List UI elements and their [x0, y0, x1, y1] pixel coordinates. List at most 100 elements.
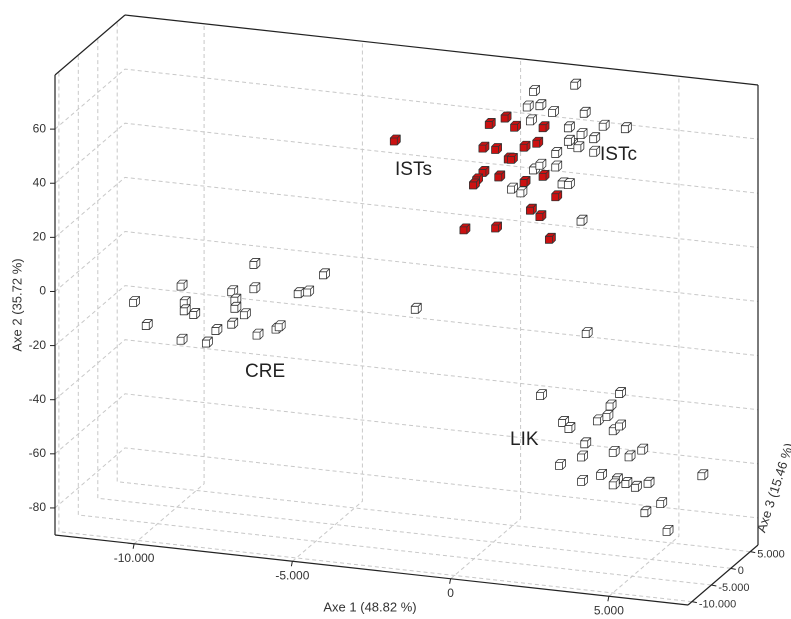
z-tick: [711, 584, 717, 587]
axis-edge: [124, 14, 759, 86]
data-point: [596, 468, 607, 480]
data-point: [551, 147, 563, 158]
data-point: [608, 478, 620, 490]
data-point: [189, 308, 201, 319]
data-point: [494, 170, 506, 182]
z-axis-title: Axe 3 (15.46 %): [753, 441, 791, 534]
y-axis-title: Axe 2 (35.72 %): [9, 258, 24, 351]
grid-line: [54, 68, 759, 140]
x-tick: [132, 543, 135, 549]
y-tick-label: -20: [29, 338, 47, 352]
data-point: [563, 178, 575, 190]
grid-line: [54, 176, 759, 248]
z-tick: [730, 567, 736, 570]
data-point: [551, 190, 563, 202]
data-point: [580, 437, 592, 449]
data-point: [538, 170, 550, 181]
data-point: [500, 111, 512, 123]
data-point: [620, 122, 632, 134]
data-point: [303, 285, 315, 297]
data-point: [640, 506, 652, 518]
y-tick-label: -60: [29, 446, 47, 460]
grid: [54, 21, 759, 603]
data-point: [293, 287, 305, 299]
x-tick: [449, 578, 452, 584]
data-point: [538, 121, 550, 133]
data-point: [510, 120, 521, 132]
data-point: [576, 214, 588, 226]
data-point: [608, 445, 620, 457]
data-point: [491, 143, 502, 154]
data-point: [227, 317, 239, 329]
cluster-label: LIK: [510, 429, 539, 450]
grid-line: [133, 23, 205, 545]
data-point: [605, 399, 617, 411]
data-point: [506, 152, 518, 164]
y-tick-label: -80: [29, 500, 47, 514]
data-point: [176, 279, 188, 291]
z-tick-label: 0: [738, 565, 744, 577]
grid-line: [54, 447, 759, 519]
data-point: [535, 158, 547, 170]
data-point: [573, 141, 585, 153]
points: [129, 78, 709, 536]
data-point: [551, 160, 563, 172]
data-point: [519, 176, 531, 187]
y-tick-label: 60: [33, 121, 47, 135]
data-point: [624, 450, 636, 462]
data-point: [615, 419, 626, 431]
data-point: [577, 474, 588, 486]
grid-line: [77, 55, 712, 586]
data-point: [249, 258, 261, 269]
data-point: [589, 132, 601, 144]
data-point: [516, 186, 528, 198]
grid-line: [54, 393, 759, 465]
x-tick-label: -10.000: [114, 551, 155, 565]
axis-edge: [54, 14, 126, 76]
data-point: [697, 469, 709, 481]
data-point: [141, 319, 153, 330]
data-point: [536, 389, 547, 401]
data-point: [239, 308, 251, 320]
data-point: [227, 285, 239, 297]
data-point: [555, 458, 566, 470]
data-point: [469, 178, 480, 190]
x-tick-label: 5.000: [594, 603, 624, 617]
data-point: [484, 118, 496, 129]
grid-line: [97, 38, 731, 569]
data-point: [548, 106, 559, 117]
data-point: [576, 128, 588, 140]
axis-edge: [54, 534, 689, 606]
data-point: [598, 119, 610, 131]
data-point: [602, 410, 614, 421]
z-tick: [691, 601, 697, 604]
data-point: [637, 443, 649, 455]
box-edges: [50, 14, 759, 606]
grid-line: [54, 230, 759, 302]
x-tick: [607, 596, 610, 602]
y-tick-label: 40: [33, 175, 47, 189]
x-tick-label: -5.000: [275, 568, 309, 582]
grid-line: [54, 339, 759, 411]
data-point: [577, 450, 588, 462]
data-point: [176, 333, 188, 345]
data-point: [529, 85, 540, 96]
z-tick-label: -10.000: [699, 599, 736, 611]
data-point: [478, 141, 490, 153]
data-point: [563, 121, 575, 133]
data-point: [519, 140, 531, 152]
data-point: [249, 282, 261, 294]
y-tick-label: -40: [29, 392, 47, 406]
grid-line: [292, 41, 363, 562]
y-tick-label: 20: [33, 230, 47, 244]
data-point: [491, 221, 502, 233]
axis-edge: [687, 544, 759, 606]
z-tick-label: -5.000: [718, 582, 749, 594]
x-tick-label: 0: [447, 586, 454, 600]
z-tick-label: 5.000: [757, 549, 785, 561]
data-point: [621, 477, 633, 488]
cluster-label: ISTs: [395, 159, 432, 180]
grid-line: [116, 21, 751, 553]
data-point: [535, 99, 547, 111]
